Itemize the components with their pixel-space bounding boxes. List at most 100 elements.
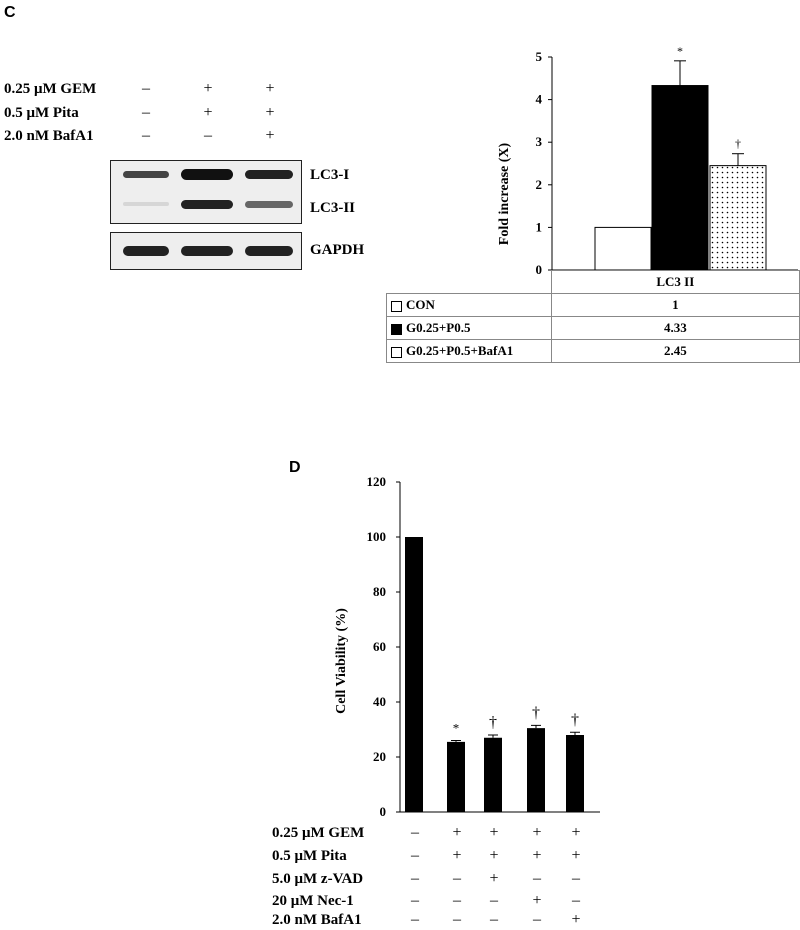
condition-sign: + xyxy=(571,847,581,864)
blot-sign: – xyxy=(204,127,212,144)
condition-sign: – xyxy=(411,824,419,841)
panel-d-letter: D xyxy=(289,459,301,476)
table-value: 2.45 xyxy=(550,339,800,363)
y-axis-label: Cell Viability (%) xyxy=(334,608,349,714)
blot-sign: + xyxy=(265,104,275,121)
condition-sign: – xyxy=(411,911,419,928)
significance-mark: * xyxy=(677,44,683,58)
condition-sign: + xyxy=(532,824,542,841)
condition-sign: – xyxy=(572,892,580,909)
condition-sign: – xyxy=(411,892,419,909)
blot-sign: + xyxy=(203,80,213,97)
lc3-ii-band xyxy=(123,202,169,206)
gapdh-label: GAPDH xyxy=(310,242,365,258)
gapdh-band xyxy=(181,246,233,256)
significance-mark: † xyxy=(489,714,497,731)
condition-label: 2.0 nM BafA1 xyxy=(272,912,362,928)
blot-sign: – xyxy=(142,80,150,97)
table-row: G0.25+P0.5 4.33 xyxy=(386,316,800,340)
y-tick-label: 80 xyxy=(373,584,386,599)
significance-mark: * xyxy=(453,721,460,736)
y-tick-label: 5 xyxy=(536,49,543,64)
blot-sign: – xyxy=(142,104,150,121)
condition-sign: – xyxy=(411,847,419,864)
blot-sign: + xyxy=(265,127,275,144)
blot-sign: – xyxy=(142,127,150,144)
viability-bar xyxy=(527,728,545,812)
condition-sign: – xyxy=(453,911,461,928)
lc3-i-band xyxy=(123,171,169,178)
viability-bar xyxy=(566,735,584,812)
lc3-ii-band xyxy=(181,200,233,209)
condition-sign: + xyxy=(489,847,499,864)
bar-G0.25+P0.5+BafA1 xyxy=(709,165,767,271)
gapdh-band xyxy=(245,246,293,256)
gapdh-band xyxy=(123,246,169,256)
condition-sign: – xyxy=(453,892,461,909)
y-axis-label: Fold increase (X) xyxy=(497,142,512,245)
y-tick-label: 3 xyxy=(536,134,543,149)
legend-label: G0.25+P0.5+BafA1 xyxy=(406,343,514,358)
legend-label: G0.25+P0.5 xyxy=(406,320,471,335)
table-value: 4.33 xyxy=(550,316,800,340)
condition-label: 0.25 μM GEM xyxy=(272,825,365,841)
blot-sign: + xyxy=(265,80,275,97)
blot-condition-label: 2.0 nM BafA1 xyxy=(4,128,94,144)
condition-sign: – xyxy=(490,892,498,909)
legend-swatch-con xyxy=(391,300,402,312)
condition-sign: – xyxy=(411,870,419,887)
cell-viability-chart: Cell Viability (%) 0 20 40 60 80 100 120 * † † † xyxy=(334,474,600,819)
condition-sign: + xyxy=(489,870,499,887)
table-header: LC3 II xyxy=(550,270,800,294)
condition-sign: – xyxy=(533,870,541,887)
table-row: CON 1 xyxy=(386,293,800,317)
significance-mark: † xyxy=(735,137,741,151)
condition-sign: + xyxy=(452,824,462,841)
condition-label: 20 μM Nec-1 xyxy=(272,893,354,909)
table-row: G0.25+P0.5+BafA1 2.45 xyxy=(386,339,800,363)
y-tick-label: 2 xyxy=(536,177,543,192)
significance-mark: † xyxy=(571,711,579,728)
viability-bar xyxy=(484,737,502,812)
y-tick-label: 40 xyxy=(373,694,386,709)
table-corner xyxy=(386,270,552,294)
legend-swatch-g-p xyxy=(391,323,402,335)
bar-G0.25+P0.5 xyxy=(651,85,709,271)
y-tick-label: 4 xyxy=(536,92,543,107)
condition-sign: – xyxy=(490,911,498,928)
lc3-ii-label: LC3-II xyxy=(310,200,356,216)
y-tick-label: 60 xyxy=(373,639,386,654)
panel-c-letter: C xyxy=(4,4,16,21)
y-tick-label: 1 xyxy=(536,219,543,234)
condition-sign: + xyxy=(489,824,499,841)
y-tick-label: 0 xyxy=(536,262,543,276)
y-tick-label: 120 xyxy=(367,474,387,489)
blot-condition-label: 0.25 μM GEM xyxy=(4,81,97,97)
lc3-i-label: LC3-I xyxy=(310,167,350,183)
gapdh-blot-image xyxy=(110,232,302,270)
condition-sign: – xyxy=(572,870,580,887)
condition-sign: – xyxy=(453,870,461,887)
lc3-i-band xyxy=(245,170,293,179)
condition-sign: + xyxy=(571,824,581,841)
condition-sign: + xyxy=(532,847,542,864)
blot-sign: + xyxy=(203,104,213,121)
lc3-data-table: LC3 II CON 1 G0.25+P0.5 4.33 G0.25+P0.5+… xyxy=(386,270,800,363)
condition-label: 0.5 μM Pita xyxy=(272,848,347,864)
condition-sign: + xyxy=(452,847,462,864)
y-tick-label: 20 xyxy=(373,749,386,764)
condition-sign: + xyxy=(571,911,581,928)
lc3-i-band xyxy=(181,169,233,180)
y-tick-label: 0 xyxy=(380,804,387,819)
legend-swatch-g-p-bafa1 xyxy=(391,346,402,358)
significance-mark: † xyxy=(532,704,540,721)
viability-bar xyxy=(405,537,423,812)
legend-label: CON xyxy=(406,297,435,312)
lc3-fold-increase-chart: Fold increase (X) 0 1 2 3 4 5 * † xyxy=(497,44,798,276)
lc3-blot-image xyxy=(110,160,302,224)
blot-condition-label: 0.5 μM Pita xyxy=(4,105,79,121)
condition-sign: + xyxy=(532,892,542,909)
table-value: 1 xyxy=(550,293,800,317)
condition-label: 5.0 μM z-VAD xyxy=(272,871,364,887)
lc3-ii-band xyxy=(245,201,293,208)
